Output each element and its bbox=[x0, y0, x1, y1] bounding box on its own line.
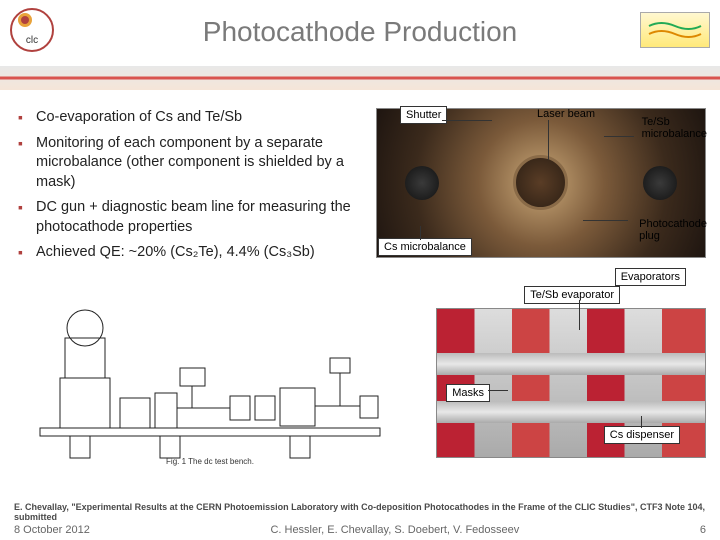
svg-text:Fig. 1 The dc test bench.: Fig. 1 The dc test bench. bbox=[166, 457, 254, 466]
slide-title: Photocathode Production bbox=[0, 0, 720, 48]
label-tesb-evaporator: Te/Sb evaporator bbox=[524, 286, 620, 304]
footer-authors: C. Hessler, E. Chevallay, S. Doebert, V.… bbox=[270, 524, 519, 536]
footer-date: 8 October 2012 bbox=[14, 524, 90, 536]
label-cs-dispenser: Cs dispenser bbox=[604, 426, 680, 444]
lower-row: Fig. 1 The dc test bench. Te/Sb evaporat… bbox=[0, 278, 720, 478]
label-tesb-microbalance: Te/Sb microbalance bbox=[637, 114, 712, 142]
bullet-list: Co-evaporation of Cs and Te/Sb Monitorin… bbox=[14, 108, 360, 278]
slide-header: clc Photocathode Production bbox=[0, 0, 720, 60]
svg-text:clc: clc bbox=[26, 35, 38, 46]
label-laser-beam: Laser beam bbox=[532, 106, 600, 122]
bullet-item: Monitoring of each component by a separa… bbox=[14, 134, 360, 193]
bullet-item: DC gun + diagnostic beam line for measur… bbox=[14, 198, 360, 237]
label-cs-microbalance: Cs microbalance bbox=[378, 238, 472, 256]
chamber-photo-area: Shutter Laser beam Te/Sb microbalance Ph… bbox=[360, 108, 706, 278]
clic-logo: clc bbox=[10, 8, 54, 52]
page-number: 6 bbox=[700, 524, 706, 536]
footer-reference: E. Chevallay, "Experimental Results at t… bbox=[14, 502, 706, 522]
divider-bar bbox=[0, 66, 720, 90]
bullet-item: Co-evaporation of Cs and Te/Sb bbox=[14, 108, 360, 128]
label-masks: Masks bbox=[446, 384, 490, 402]
label-photocathode-plug: Photocathode plug bbox=[634, 216, 712, 244]
label-shutter: Shutter bbox=[400, 106, 447, 124]
corner-logo bbox=[640, 12, 710, 48]
slide-footer: E. Chevallay, "Experimental Results at t… bbox=[0, 502, 720, 536]
apparatus-diagram: Fig. 1 The dc test bench. bbox=[30, 278, 390, 468]
bullet-item: Achieved QE: ~20% (Cs₂Te), 4.4% (Cs₃Sb) bbox=[14, 243, 360, 263]
content-row: Co-evaporation of Cs and Te/Sb Monitorin… bbox=[0, 90, 720, 278]
